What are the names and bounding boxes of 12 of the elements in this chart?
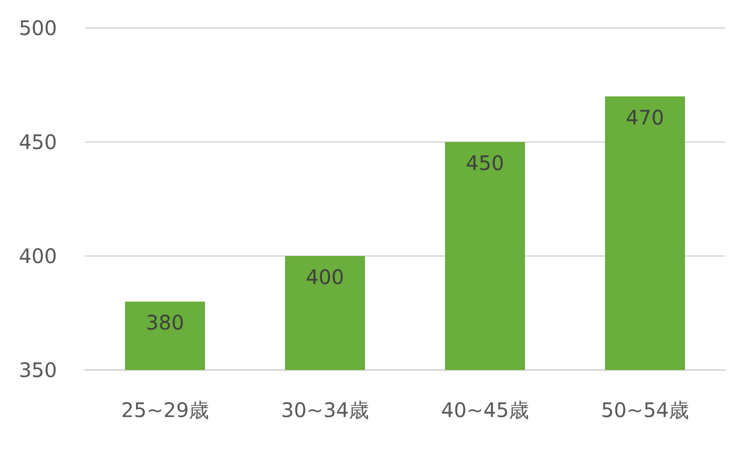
y-tick-label: 500	[18, 16, 57, 40]
data-label: 400	[306, 265, 344, 289]
x-tick-label: 40~45歳	[441, 398, 529, 422]
data-label: 450	[466, 151, 504, 175]
x-tick-label: 30~34歳	[281, 398, 369, 422]
x-tick-label: 25~29歳	[121, 398, 209, 422]
y-tick-label: 450	[18, 130, 57, 154]
data-label: 380	[146, 310, 184, 335]
y-tick-label: 400	[18, 244, 57, 268]
x-tick-label: 50~54歳	[601, 398, 689, 422]
y-tick-label: 350	[18, 358, 57, 382]
data-label: 470	[626, 105, 664, 130]
